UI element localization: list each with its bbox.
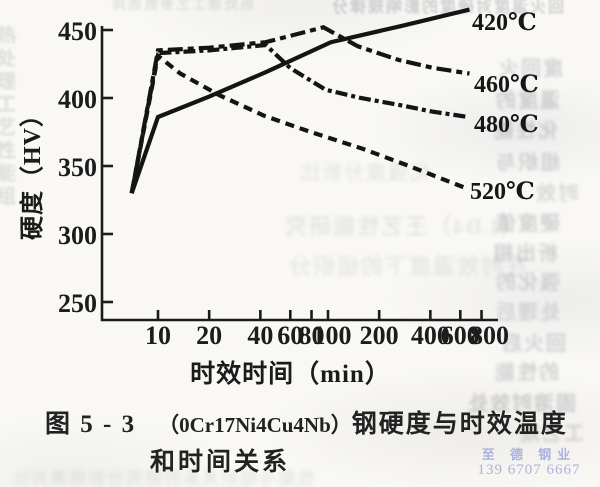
- x-tick-label-40: 40: [247, 321, 273, 350]
- curve-520c: [129, 51, 466, 194]
- x-tick-label-60: 60: [277, 321, 303, 350]
- x-tick-label-400: 400: [411, 321, 450, 350]
- series-label-420c: 420℃: [472, 10, 537, 36]
- y-tick-label-300: 300: [58, 221, 97, 250]
- series-label-480c: 480℃: [474, 112, 539, 138]
- series-label-520c: 520℃: [470, 179, 535, 205]
- y-axis-title: 硬度（HV）: [20, 102, 46, 240]
- y-tick-label-250: 250: [58, 289, 97, 318]
- watermark: 至 德 钢业 139 6707 6667: [470, 447, 588, 478]
- x-tick-label-100: 100: [313, 321, 352, 350]
- x-axis-title: 时效时间（min）: [190, 361, 391, 388]
- y-tick-label-450: 450: [58, 17, 97, 46]
- curve-460c: [129, 25, 470, 194]
- watermark-phone: 139 6707 6667: [477, 462, 581, 478]
- x-tick-label-80: 80: [299, 321, 325, 350]
- x-tick-label-10: 10: [145, 321, 171, 350]
- x-tick-label-20: 20: [196, 321, 222, 350]
- curve-480c: [129, 42, 469, 194]
- series-label-460c: 460℃: [474, 72, 539, 98]
- steel-grade: （0Cr17Ni4Cu4Nb）: [158, 413, 352, 437]
- x-tick-label-200: 200: [360, 321, 399, 350]
- y-tick-label-350: 350: [58, 153, 97, 182]
- watermark-company: 至 德 钢业: [481, 447, 577, 462]
- curve-420c: [129, 7, 470, 194]
- x-tick-label-600: 600: [441, 321, 480, 350]
- figure-caption: 图 5 - 3 （0Cr17Ni4Cu4Nb） 钢硬度与时效温度 和时间关系: [45, 410, 585, 478]
- caption-line2: 和时间关系: [150, 449, 291, 476]
- figure-number: 图 5 - 3: [45, 411, 137, 438]
- axes: [100, 26, 498, 322]
- caption-line1: 钢硬度与时效温度: [351, 411, 568, 438]
- y-tick-label-400: 400: [58, 85, 97, 114]
- x-tick-label-800: 800: [470, 321, 509, 350]
